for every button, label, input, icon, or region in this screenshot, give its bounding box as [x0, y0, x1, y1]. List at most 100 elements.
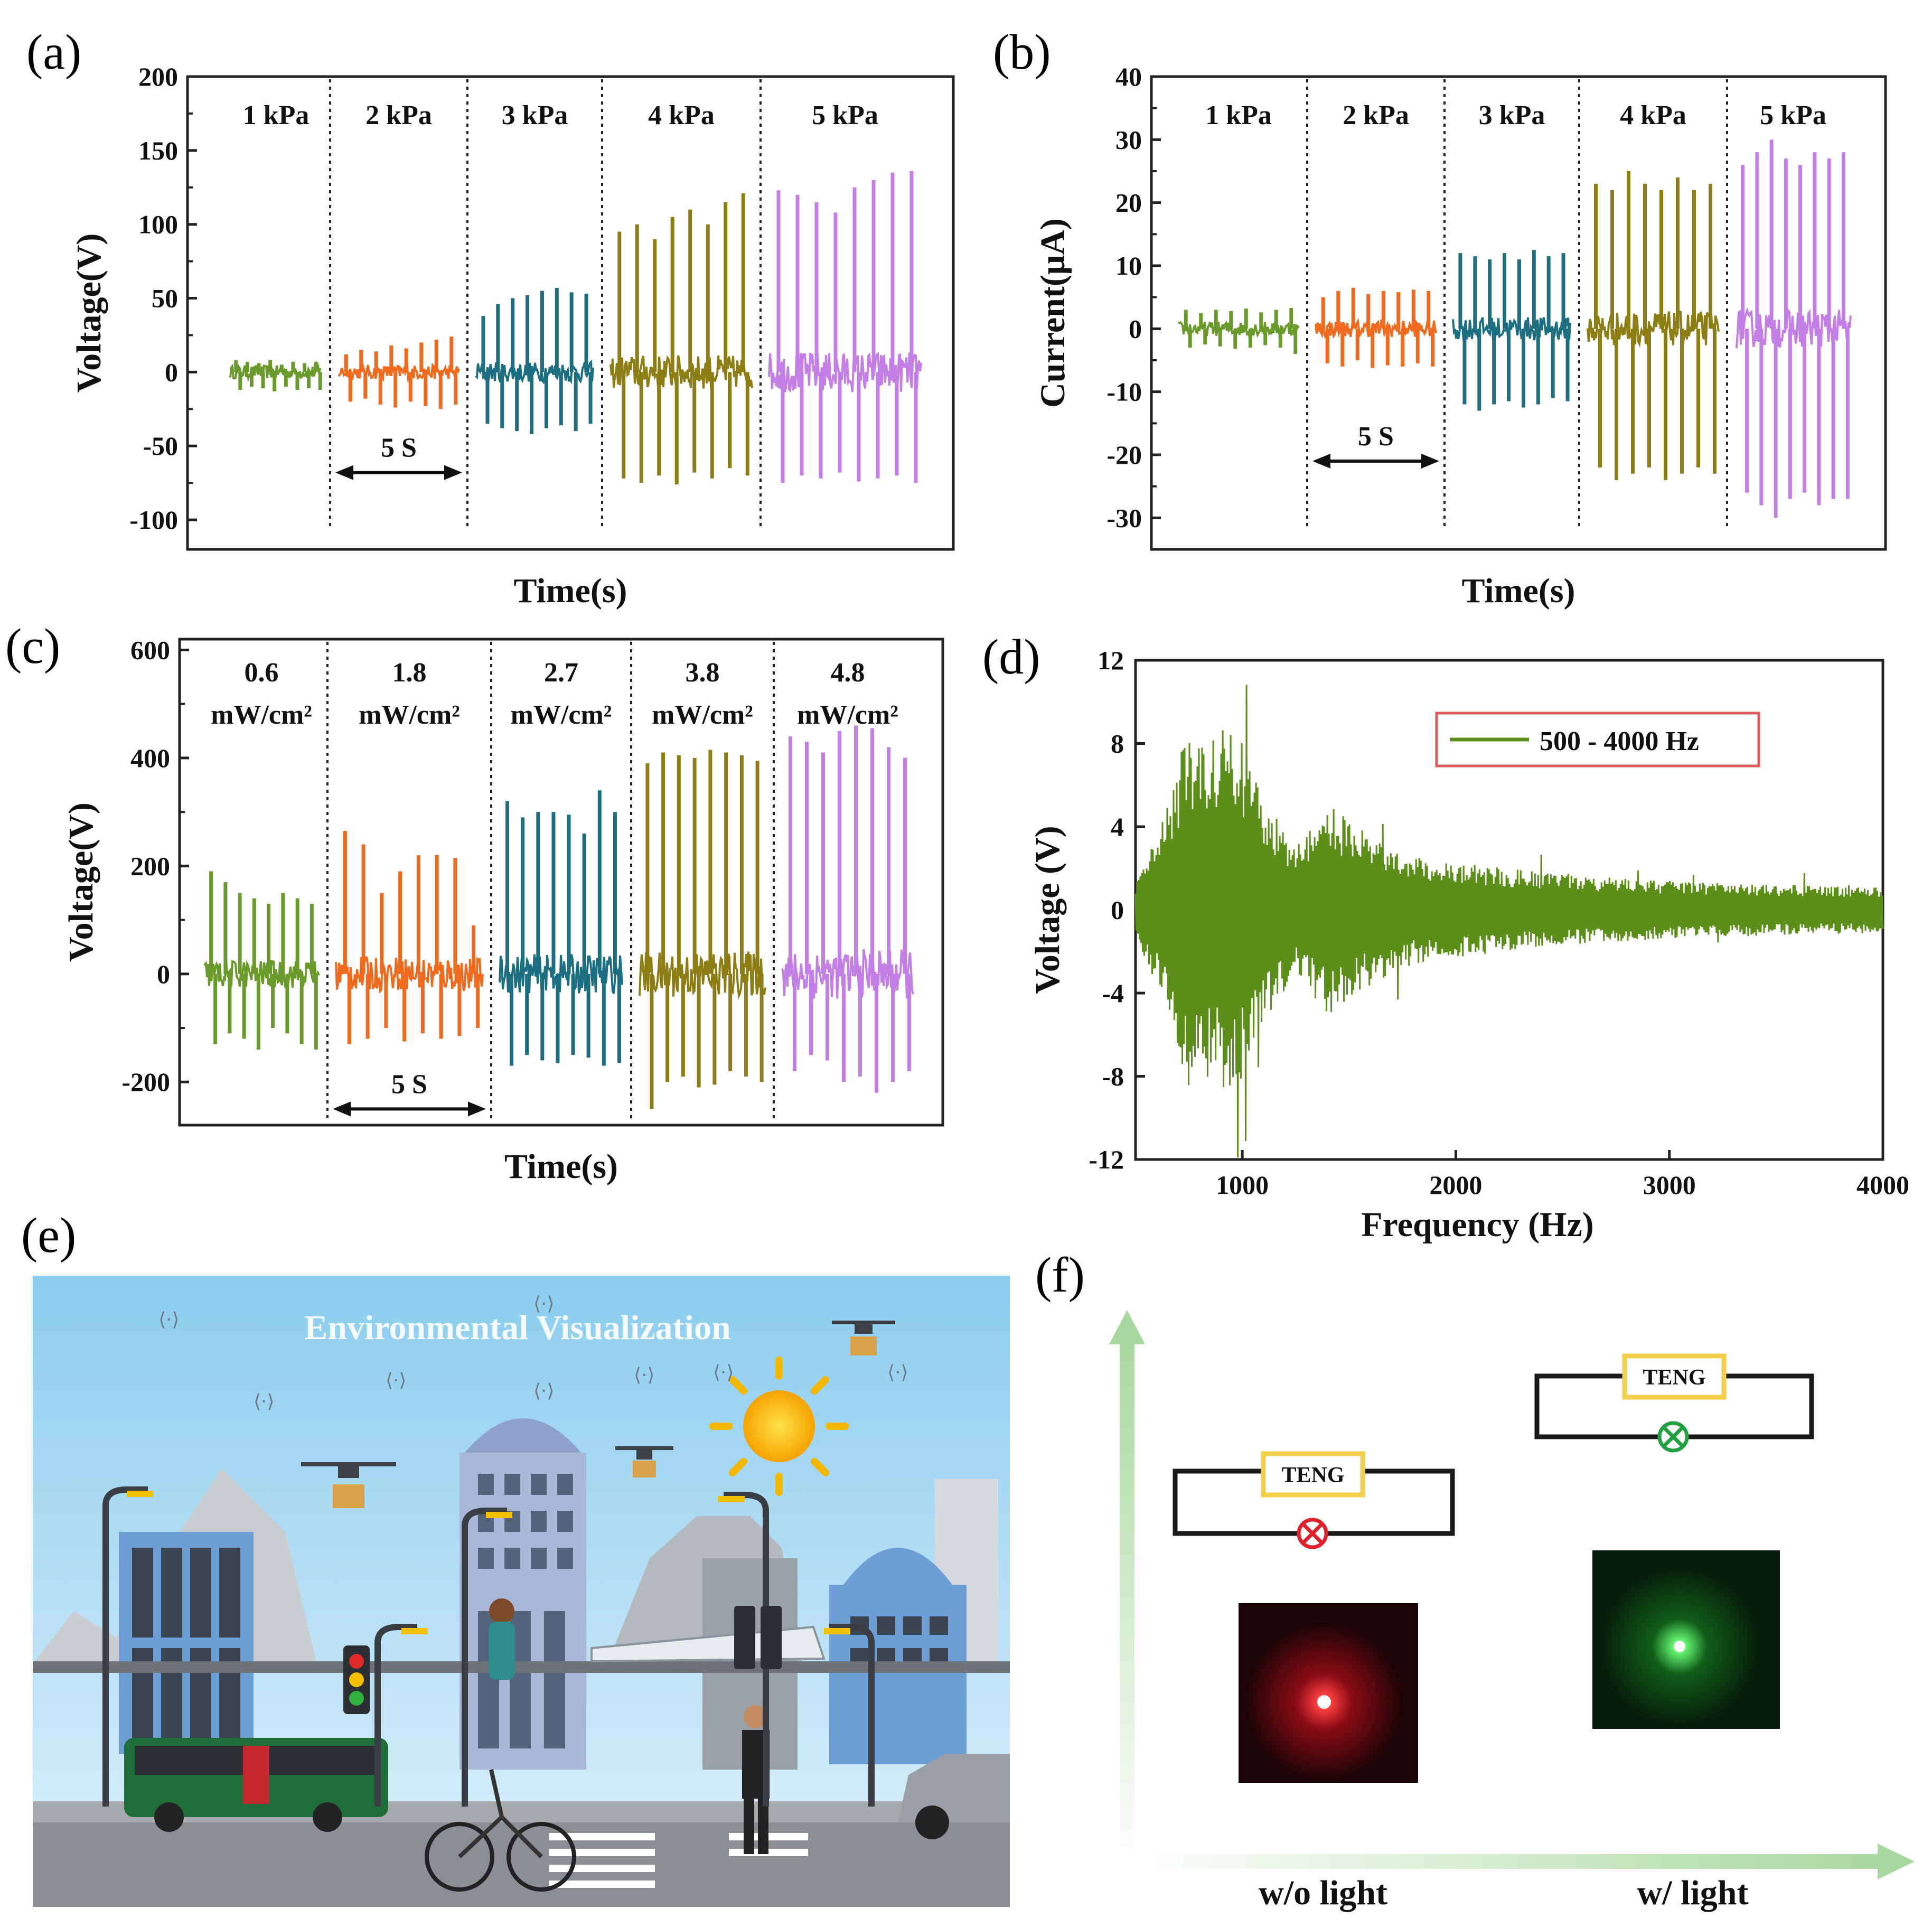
svg-text:⟨·⟩: ⟨·⟩ [634, 1364, 655, 1386]
duration-arrowhead [468, 1101, 486, 1117]
segment-label: 2 kPa [365, 100, 432, 130]
duration-arrowhead [444, 465, 462, 480]
series-noise [475, 359, 594, 385]
teng-label: TENG [1281, 1463, 1344, 1488]
x-tick-label: 4000 [1856, 1170, 1909, 1200]
svg-text:⟨·⟩: ⟨·⟩ [713, 1362, 734, 1383]
y-tick-label: -12 [1089, 1145, 1124, 1174]
segment-label: 2 kPa [1343, 100, 1409, 130]
building-right [829, 1548, 967, 1764]
y-tick-label: 12 [1098, 646, 1124, 675]
teng-box [1261, 1451, 1365, 1498]
panel-label-e: (e) [21, 1208, 76, 1263]
duration-label: 5 S [1358, 422, 1394, 452]
svg-text:⟨·⟩: ⟨·⟩ [254, 1391, 275, 1412]
segment-label: 1.8 [392, 658, 427, 688]
y-tick-label: -200 [121, 1067, 170, 1097]
y-tick-label: -30 [1106, 503, 1142, 532]
segment-label: 3.8 [686, 658, 720, 688]
lamp-lights [127, 1491, 850, 1634]
segment-label: 5 kPa [1760, 100, 1826, 130]
y-tick-label: -8 [1102, 1062, 1124, 1091]
sensor-icons: ⟨·⟩ ⟨·⟩ ⟨·⟩ ⟨·⟩ ⟨·⟩ ⟨·⟩ ⟨·⟩ ⟨·⟩ [158, 1293, 908, 1412]
y-tick-label: -10 [1106, 377, 1142, 407]
x-axis-label: Frequency (Hz) [1361, 1205, 1594, 1244]
y-tick-label: -100 [129, 505, 178, 535]
drone-icon [301, 1321, 895, 1508]
teng-label: TENG [1643, 1365, 1705, 1390]
panel-label-d: (d) [982, 630, 1040, 685]
traffic-light [343, 1606, 782, 1714]
y-tick-label: 0 [157, 959, 170, 989]
teng-box [1622, 1353, 1727, 1400]
x-axis-label: Time(s) [513, 572, 627, 610]
y-tick-label: 150 [138, 136, 178, 165]
series-noise [1452, 317, 1571, 342]
y-tick-label: 200 [138, 62, 178, 91]
segment-label: 3 kPa [502, 100, 568, 130]
car [898, 1754, 1010, 1839]
chart-c: -200 0 200 400 600 Time(s) Voltage(V) 5 S 0.6 mW/… [62, 635, 944, 1186]
y-axis-label: Voltage(V) [70, 233, 108, 393]
segment-label: mW/cm² [359, 700, 460, 730]
sun-icon [709, 1357, 849, 1496]
svg-text:⟨·⟩: ⟨·⟩ [533, 1293, 555, 1315]
photo-green-light [1592, 1550, 1780, 1729]
x-tick-label: 2000 [1429, 1170, 1482, 1200]
street-lamps [102, 1486, 875, 1807]
panel-label-f: (f) [1035, 1248, 1085, 1303]
lamp-on-icon [1657, 1421, 1689, 1453]
y-tick-label: 8 [1111, 729, 1124, 759]
series-noise [203, 960, 320, 988]
caption-without-light: w/o light [1259, 1874, 1387, 1912]
y-tick-label: 20 [1115, 188, 1142, 218]
segment-label: mW/cm² [652, 700, 753, 730]
duration-arrowhead [335, 465, 353, 480]
svg-text:⟨·⟩: ⟨·⟩ [533, 1380, 555, 1402]
panel-f: TENG TENG [1109, 1310, 1915, 1912]
y-tick-label: 0 [165, 357, 178, 387]
duration-arrowhead [1421, 453, 1439, 469]
x-axis-label: Time(s) [504, 1147, 618, 1186]
duration-label: 5 S [381, 433, 417, 463]
y-axis-label: Voltage (V) [1028, 826, 1067, 994]
elevated-track [33, 1661, 1010, 1673]
horizontal-arrowhead [1878, 1844, 1915, 1879]
y-tick-label: -20 [1106, 440, 1142, 470]
series-noise [335, 956, 484, 994]
lamp-off-icon [1297, 1518, 1328, 1549]
chart-d: -12 -8 -4 0 4 8 12 1000 2000 3000 4000 Frequency (H… [1028, 646, 1909, 1244]
y-tick-label: -4 [1102, 978, 1124, 1008]
series-noise [499, 954, 623, 994]
x-tick-label: 1000 [1216, 1170, 1269, 1200]
segment-label: 3 kPa [1479, 100, 1545, 130]
city-title: Environmental Visualization [304, 1308, 730, 1347]
segment-label: 0.6 [245, 658, 279, 688]
duration-label: 5 S [391, 1069, 427, 1099]
series-noise [768, 351, 922, 393]
y-tick-label: 400 [130, 743, 170, 773]
segment-label: 1 kPa [1205, 100, 1272, 130]
y-tick-label: 0 [1129, 314, 1142, 343]
cyclist [425, 1598, 576, 1892]
building-left [119, 1532, 254, 1754]
bus [124, 1738, 388, 1832]
segment-label: mW/cm² [511, 700, 612, 730]
y-tick-label: 50 [152, 284, 178, 313]
segment-label: 5 kPa [812, 100, 878, 130]
panel-label-a: (a) [26, 25, 81, 80]
segment-label: 4 kPa [648, 100, 715, 130]
y-tick-label: 30 [1115, 125, 1142, 154]
building-tower [459, 1418, 586, 1770]
series-noise [1587, 310, 1720, 348]
duration-arrowhead [1312, 453, 1330, 469]
y-tick-label: -50 [143, 431, 178, 461]
chart-a: -100 -50 0 50 100 150 200 Time(s) Voltage(V) 5 S 1… [70, 62, 955, 610]
svg-text:⟨·⟩: ⟨·⟩ [386, 1370, 407, 1391]
panel-label-b: (b) [993, 25, 1051, 80]
svg-text:⟨·⟩: ⟨·⟩ [887, 1362, 908, 1383]
legend-label: 500 - 4000 Hz [1540, 726, 1699, 756]
svg-text:⟨·⟩: ⟨·⟩ [158, 1309, 180, 1331]
series-noise [1315, 317, 1437, 339]
